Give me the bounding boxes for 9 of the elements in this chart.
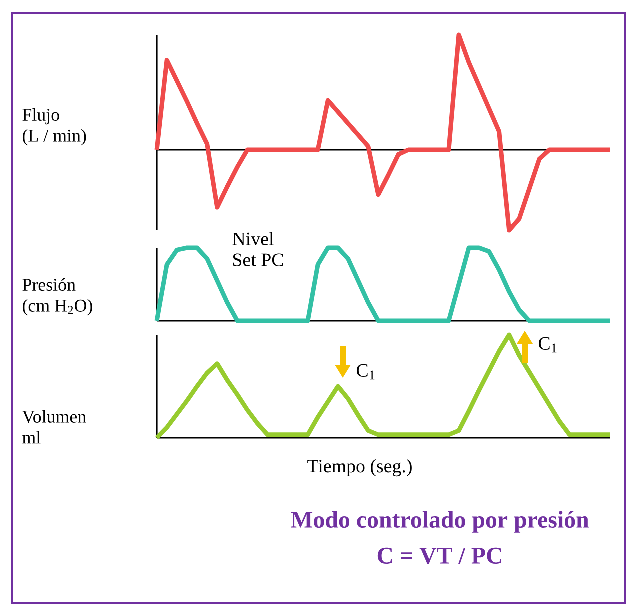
y-axis-title: Volumen ml	[22, 410, 86, 444]
y-axis-title: Presión (cm H$_{2}$O)	[22, 278, 92, 316]
x-axis-title: Tiempo (seg.)	[308, 459, 412, 477]
annotation: C$_{1}$	[356, 364, 375, 380]
annotation: C$_{1}$	[538, 337, 557, 353]
text: C = VT / PC	[378, 548, 502, 564]
y-axis-title: Flujo (L / min)	[22, 108, 86, 146]
annotation: Nivel Set PC	[232, 232, 284, 266]
text: Modo controlado por presión	[291, 511, 589, 533]
